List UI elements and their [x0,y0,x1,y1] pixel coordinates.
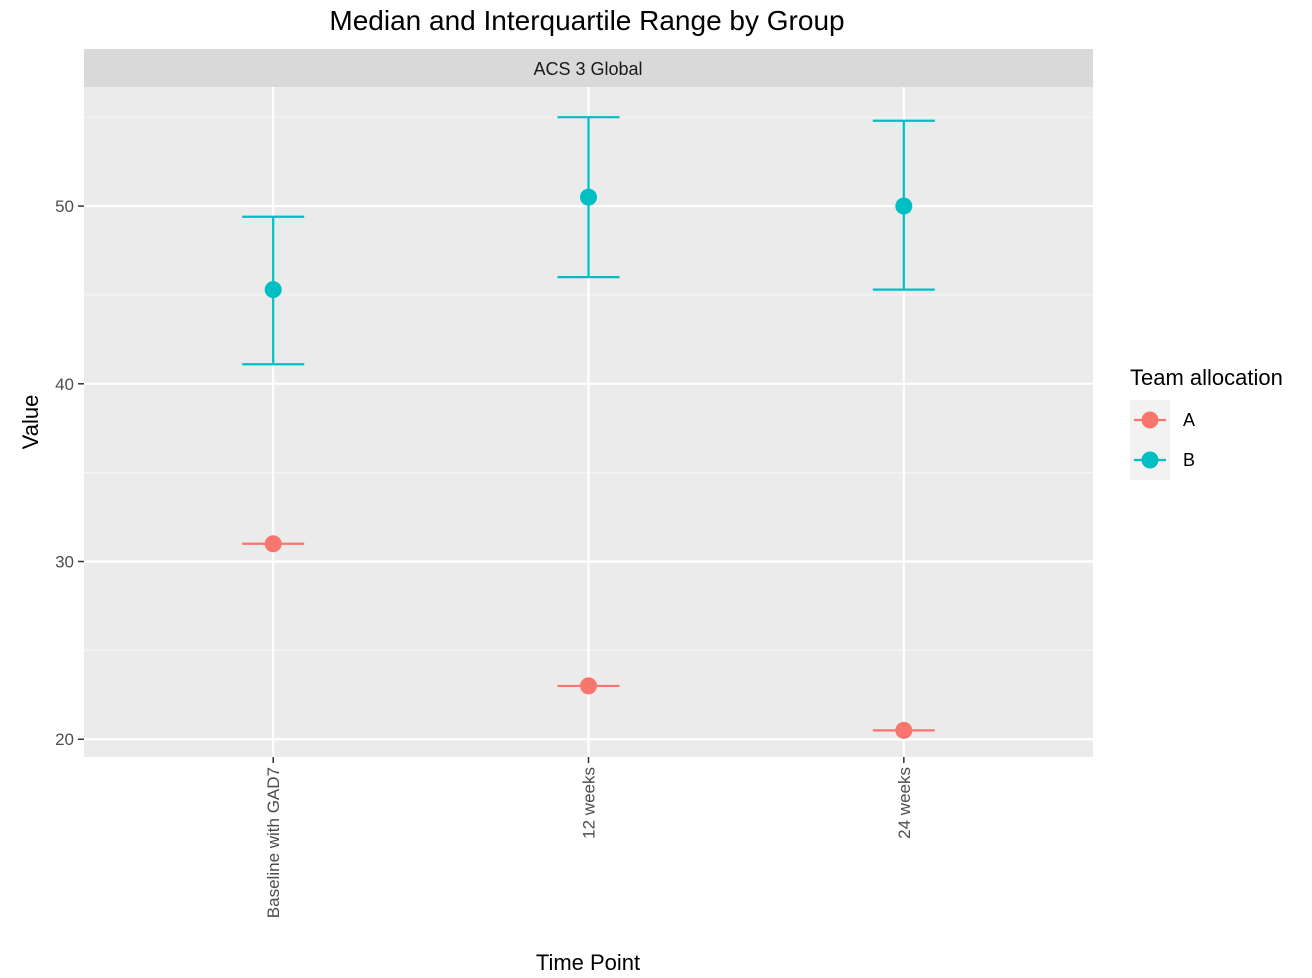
median-point [895,197,913,215]
median-point [264,535,282,553]
y-axis: 20 30 40 50 [55,197,84,749]
series-B [242,116,935,366]
y-tick-label: 30 [55,553,74,572]
chart-title: Median and Interquartile Range by Group [329,5,844,36]
median-point [580,677,597,695]
x-axis: Baseline with GAD7 12 weeks 24 weeks [264,757,914,918]
x-tick-label: 24 weeks [895,767,914,839]
y-axis-title: Value [18,395,43,450]
series-A [242,535,935,739]
legend-title: Team allocation [1130,365,1283,390]
y-tick-label: 40 [55,375,74,394]
x-tick-label: Baseline with GAD7 [264,767,283,918]
median-point [264,281,282,299]
facet-strip [84,49,1093,87]
legend-label: B [1183,450,1195,470]
median-point [580,188,597,206]
legend-key-point [1141,451,1159,469]
median-point [895,721,913,739]
legend: Team allocation AB [1130,365,1283,480]
y-tick-label: 50 [55,197,74,216]
data-marks [242,116,935,739]
legend-keys: AB [1130,400,1195,480]
x-tick-label: 12 weeks [580,767,599,839]
legend-label: A [1183,410,1195,430]
legend-key-point [1141,411,1159,429]
facet-label: ACS 3 Global [533,59,642,79]
x-axis-title: Time Point [536,950,640,975]
y-tick-label: 20 [55,730,74,749]
